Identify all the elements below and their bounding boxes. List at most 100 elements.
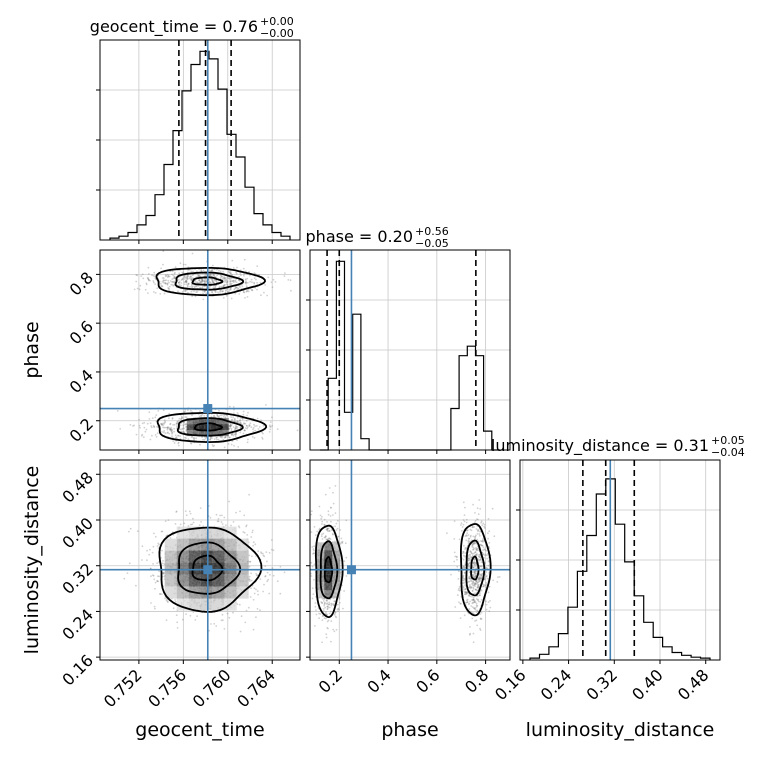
sample-point (219, 289, 222, 292)
sample-point (256, 574, 259, 577)
sample-point (190, 442, 193, 445)
sample-point (209, 282, 212, 284)
sample-point (465, 599, 468, 602)
sample-point (164, 282, 167, 285)
sample-point (185, 430, 188, 432)
sample-point (340, 541, 343, 544)
sample-point (189, 409, 192, 412)
sample-point (212, 281, 215, 284)
sample-point (467, 580, 470, 583)
sample-point (473, 576, 476, 579)
sample-point (148, 553, 151, 556)
sample-point (472, 566, 475, 569)
sample-point (476, 586, 479, 588)
sample-point (191, 523, 194, 526)
sample-point (161, 280, 164, 283)
sample-point (183, 276, 186, 279)
sample-point (477, 583, 480, 586)
sample-point (205, 281, 207, 284)
sample-point (474, 537, 476, 540)
density-cell (210, 418, 217, 425)
sample-point (199, 281, 201, 284)
sample-point (472, 599, 475, 602)
sample-point (204, 437, 207, 440)
sample-point (201, 413, 204, 416)
sample-point (467, 534, 470, 536)
sample-point (467, 559, 470, 562)
sample-point (458, 601, 460, 604)
sample-point (232, 521, 235, 523)
sample-point (226, 290, 229, 293)
sample-point (183, 421, 186, 424)
sample-point (212, 280, 214, 283)
sample-point (249, 422, 252, 425)
sample-point (245, 285, 248, 288)
sample-point (467, 539, 470, 542)
sample-point (244, 427, 247, 429)
sample-point (483, 527, 486, 529)
sample-point (470, 551, 473, 554)
sample-point (310, 561, 313, 564)
sample-point (480, 521, 482, 524)
sample-point (453, 551, 456, 554)
sample-point (472, 632, 475, 635)
sample-point (173, 281, 176, 284)
sample-point (464, 547, 467, 549)
sample-point (180, 415, 183, 418)
sample-point (203, 277, 206, 280)
sample-point (177, 441, 180, 444)
sample-point (485, 603, 488, 606)
sample-point (479, 553, 481, 556)
sample-point (287, 279, 290, 281)
sample-point (475, 582, 477, 585)
sample-point (334, 615, 337, 618)
sample-point (313, 526, 316, 528)
sample-point (262, 590, 264, 593)
sample-point (473, 542, 475, 545)
x-tick-label: 0.2 (315, 665, 346, 696)
sample-point (245, 281, 248, 284)
sample-point (209, 436, 212, 439)
sample-point (239, 426, 242, 429)
sample-point (185, 613, 188, 615)
sample-point (222, 277, 225, 280)
sample-point (265, 404, 267, 406)
sample-point (473, 526, 476, 528)
sample-point (467, 542, 470, 545)
sample-point (480, 576, 482, 579)
sample-point (165, 279, 168, 282)
sample-point (310, 575, 313, 577)
sample-point (150, 602, 152, 604)
sample-point (116, 410, 119, 412)
sample-point (193, 438, 195, 440)
sample-point (135, 433, 138, 436)
sample-point (473, 584, 475, 586)
sample-point (240, 615, 243, 618)
sample-point (247, 288, 250, 291)
sample-point (194, 279, 197, 282)
sample-point (243, 291, 246, 294)
sample-point (470, 557, 472, 559)
sample-point (259, 578, 262, 580)
sample-point (269, 426, 272, 428)
sample-point (229, 278, 231, 281)
sample-point (217, 291, 219, 293)
sample-point (138, 288, 141, 291)
sample-point (182, 271, 185, 274)
sample-point (479, 565, 481, 568)
sample-point (169, 280, 172, 282)
sample-point (164, 282, 167, 285)
sample-point (265, 551, 268, 553)
sample-point (211, 279, 214, 282)
sample-point (224, 283, 226, 286)
sample-point (464, 535, 467, 538)
sample-point (167, 287, 170, 290)
sample-point (338, 598, 341, 600)
sample-point (133, 288, 136, 291)
sample-point (463, 544, 465, 547)
sample-point (255, 616, 257, 619)
sample-point (488, 610, 491, 613)
sample-point (472, 566, 474, 568)
sample-point (162, 560, 164, 562)
sample-point (461, 530, 463, 532)
